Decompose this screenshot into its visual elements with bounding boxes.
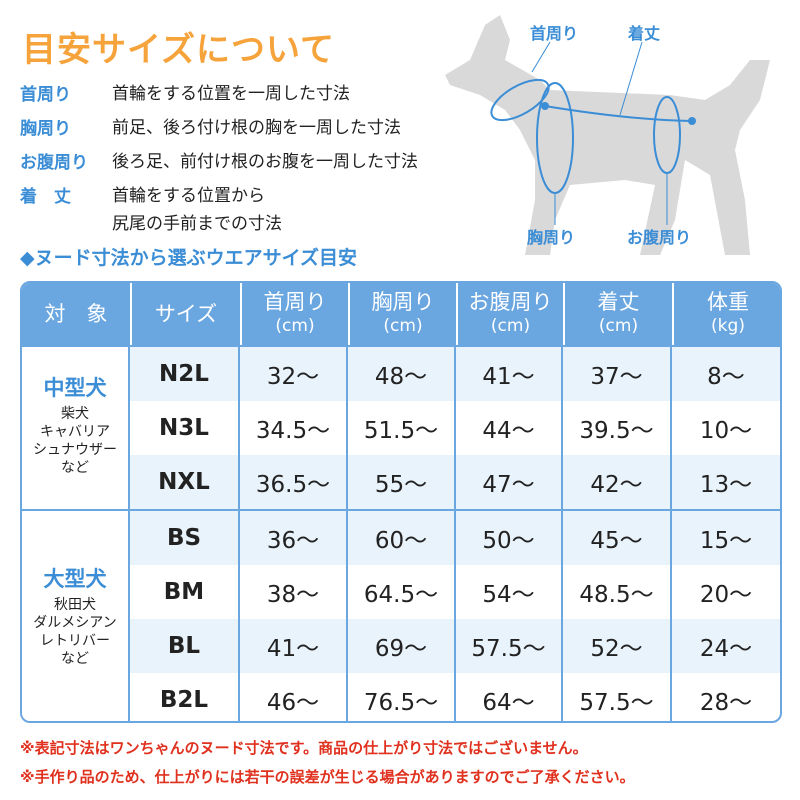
table-row: BM 38〜 64.5〜 54〜 48.5〜 20〜 xyxy=(130,565,780,619)
size-cell: N2L xyxy=(130,347,240,401)
table-row: N3L 34.5〜 51.5〜 44〜 39.5〜 10〜 xyxy=(130,401,780,455)
value-cell: 76.5〜 xyxy=(348,673,456,721)
header-chest: 胸周り (cm) xyxy=(350,283,458,345)
breed: 柴犬 xyxy=(61,406,89,422)
value-cell: 46〜 xyxy=(240,673,348,721)
note-handmade: ※手作り品のため、仕上がりには若干の誤差が生じる場合がありますのでご了承ください… xyxy=(20,768,635,786)
value-cell: 37〜 xyxy=(563,347,672,401)
header-belly: お腹周り (cm) xyxy=(458,283,565,345)
table-row: BL 41〜 69〜 57.5〜 52〜 24〜 xyxy=(130,619,780,673)
group-target: 大型犬秋田犬ダルメシアン レトリバーなど xyxy=(22,511,130,721)
value-cell: 48.5〜 xyxy=(563,565,672,619)
value-cell: 50〜 xyxy=(456,511,563,565)
breed: 秋田犬 xyxy=(54,597,96,613)
value-cell: 44〜 xyxy=(456,401,563,455)
value-cell: 13〜 xyxy=(699,472,753,498)
dog-group: 大型犬 秋田犬 ダルメシアン レトリバー など BS 36〜 60〜 50〜 45〜 15〜 BM 38… xyxy=(22,509,780,721)
page-title: 目安サイズについて xyxy=(22,30,335,70)
table-row: B2L 46〜 76.5〜 64〜 57.5〜 28〜 xyxy=(130,673,780,721)
header-length: 着丈 (cm) xyxy=(565,283,674,345)
size-cell: NXL xyxy=(130,455,240,509)
diagram-label-length: 着丈 xyxy=(628,24,661,43)
diagram-label-belly: お腹周り xyxy=(627,228,692,247)
value-cell: 38〜 xyxy=(240,565,348,619)
breed: など xyxy=(61,460,89,476)
neck-loop xyxy=(490,78,550,122)
section-subtitle: ◆ヌード寸法から選ぶウエアサイズ目安 xyxy=(20,247,358,269)
value-cell: 36〜 xyxy=(240,511,348,565)
breed: など xyxy=(61,651,89,667)
definition-length: 着 丈首輪をする位置から 尻尾の手前までの寸法 xyxy=(20,186,282,234)
breed: レトリバー xyxy=(40,633,110,649)
value-cell: 64.5〜 xyxy=(348,565,456,619)
dog-silhouette-diagram xyxy=(445,15,770,255)
value-cell: 52〜 xyxy=(563,619,672,673)
value-cell: 15〜 xyxy=(699,528,753,554)
value-cell: 20〜 xyxy=(699,582,753,608)
group-target: 中型犬柴犬キャバリアシュナウザー など xyxy=(22,347,130,509)
value-cell: 69〜 xyxy=(348,619,456,673)
breed: ダルメシアン xyxy=(33,615,117,631)
value-cell: 54〜 xyxy=(456,565,563,619)
value-cell: 45〜 xyxy=(563,511,672,565)
table-row: BS 36〜 60〜 50〜 45〜 15〜 xyxy=(130,511,780,565)
size-cell: BS xyxy=(130,511,240,565)
value-cell: 41〜 xyxy=(456,347,563,401)
table-row: NXL 36.5〜 55〜 47〜 42〜 13〜 xyxy=(130,455,780,509)
value-cell: 42〜 xyxy=(563,455,672,509)
breed: キャバリア xyxy=(40,424,110,440)
size-cell: N3L xyxy=(130,401,240,455)
size-cell: BM xyxy=(130,565,240,619)
value-cell: 10〜 xyxy=(699,418,753,444)
diagram-label-chest: 胸周り xyxy=(527,228,576,247)
value-cell: 34.5〜 xyxy=(240,401,348,455)
value-cell: 51.5〜 xyxy=(348,401,456,455)
value-cell: 36.5〜 xyxy=(240,455,348,509)
table-header: 対 象 サイズ 首周り (cm) 胸周り (cm) お腹周り (cm) 着丈 (cm) … xyxy=(22,283,780,345)
size-cell: BL xyxy=(130,619,240,673)
value-cell: 28〜 xyxy=(699,690,753,716)
breed: シュナウザー xyxy=(33,442,117,458)
value-cell: 47〜 xyxy=(456,455,563,509)
value-cell: 57.5〜 xyxy=(563,673,672,721)
dog-group: 中型犬 柴犬 キャバリア シュナウザー など N2L 32〜 48〜 41〜 37〜 8〜 N3L 34… xyxy=(22,345,780,509)
value-cell: 48〜 xyxy=(348,347,456,401)
header-weight: 体重 (kg) xyxy=(707,290,749,336)
group-name: 中型犬 xyxy=(43,376,107,400)
value-cell: 64〜 xyxy=(456,673,563,721)
value-cell: 55〜 xyxy=(348,455,456,509)
value-cell: 41〜 xyxy=(240,619,348,673)
size-cell: B2L xyxy=(130,673,240,721)
diagram-label-neck: 首周り xyxy=(530,24,579,43)
table-row: N2L 32〜 48〜 41〜 37〜 8〜 xyxy=(130,347,780,401)
size-table: 対 象 サイズ 首周り (cm) 胸周り (cm) お腹周り (cm) 着丈 (cm) … xyxy=(20,281,782,723)
value-cell: 39.5〜 xyxy=(563,401,672,455)
definition-belly: お腹周り 後ろ足、前付け根のお腹を一周した寸法 xyxy=(20,152,418,173)
header-target: 対 象 xyxy=(22,283,132,345)
header-size: サイズ xyxy=(132,283,242,345)
value-cell: 57.5〜 xyxy=(456,619,563,673)
value-cell: 32〜 xyxy=(240,347,348,401)
group-name: 大型犬 xyxy=(43,567,107,591)
length-line xyxy=(544,105,693,122)
value-cell: 8〜 xyxy=(707,364,745,390)
header-neck: 首周り (cm) xyxy=(242,283,350,345)
definition-chest: 胸周り 前足、後ろ付け根の胸を一周した寸法 xyxy=(20,118,401,139)
definition-neck: 首周り 首輪をする位置を一周した寸法 xyxy=(20,84,350,105)
dog-body xyxy=(445,15,770,255)
note-nude-size: ※表記寸法はワンちゃんのヌード寸法です。商品の仕上がり寸法ではございません。 xyxy=(20,739,588,757)
value-cell: 24〜 xyxy=(699,636,753,662)
value-cell: 60〜 xyxy=(348,511,456,565)
